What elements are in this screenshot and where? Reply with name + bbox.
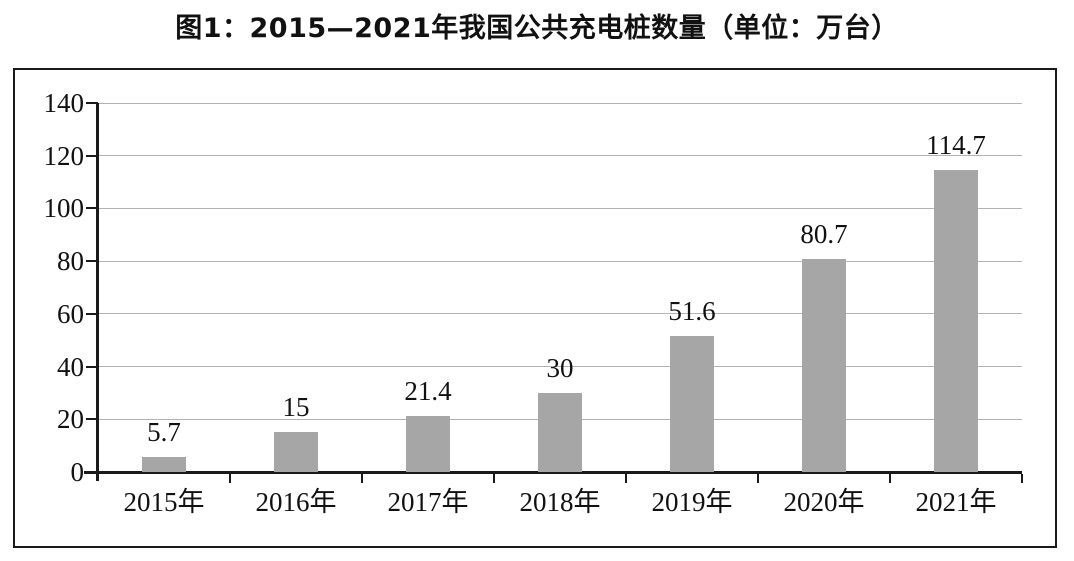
y-tick-label-80: 80 (57, 246, 84, 277)
y-tick-label-20: 20 (57, 404, 84, 435)
x-category-label-2015年: 2015年 (123, 487, 205, 517)
y-tick-label-140: 140 (43, 88, 85, 118)
y-tick-label-120: 120 (43, 140, 85, 171)
y-tick-label-100: 100 (43, 193, 85, 224)
x-axis-tick-6 (889, 473, 891, 483)
y-tick-label-0: 0 (70, 457, 85, 487)
bar-value-label-2020年: 80.7 (800, 219, 848, 250)
gridline-y-40 (98, 366, 1022, 368)
x-axis-tick-3 (493, 473, 495, 483)
x-category-label-2018年: 2018年 (519, 487, 601, 517)
x-axis-line (84, 470, 1022, 474)
x-category-label-2019年: 2019年 (651, 487, 733, 517)
gridline-y-100 (98, 207, 1022, 209)
x-axis-tick-2 (361, 473, 363, 483)
bar-2015年 (142, 456, 186, 472)
gridline-y-140 (98, 102, 1022, 104)
y-tick-label-40: 40 (57, 351, 84, 382)
bar-value-label-2018年: 30 (546, 352, 574, 383)
y-axis-line (96, 103, 99, 481)
y-axis-tick-120 (86, 154, 98, 157)
y-axis-tick-60 (86, 312, 98, 315)
bar-value-label-2019年: 51.6 (668, 295, 716, 326)
y-axis-tick-140 (86, 102, 98, 104)
bar-2017年 (406, 415, 450, 472)
bar-2018年 (538, 392, 582, 472)
gridline-y-60 (98, 313, 1022, 315)
y-axis-tick-20 (86, 418, 98, 421)
x-category-label-2020年: 2020年 (783, 487, 865, 517)
bar-2016年 (274, 432, 318, 472)
x-axis-tick-5 (757, 473, 759, 483)
gridline-y-120 (98, 155, 1022, 157)
y-tick-label-60: 60 (57, 298, 84, 329)
x-axis-tick-4 (625, 473, 627, 483)
bar-value-label-2021年: 114.7 (926, 129, 986, 160)
x-axis-tick-1 (229, 473, 231, 483)
y-axis-tick-100 (86, 207, 98, 210)
bar-value-label-2015年: 5.7 (147, 416, 181, 447)
x-axis-tick-7 (1021, 473, 1023, 483)
bar-2020年 (802, 259, 846, 472)
bar-2019年 (670, 335, 714, 472)
x-category-label-2016年: 2016年 (255, 487, 337, 517)
bar-value-label-2016年: 15 (282, 392, 310, 423)
y-axis-tick-80 (86, 260, 98, 263)
bar-2021年 (934, 169, 978, 472)
gridline-y-80 (98, 260, 1022, 262)
bar-value-label-2017年: 21.4 (404, 375, 452, 406)
x-category-label-2021年: 2021年 (915, 487, 997, 517)
y-axis-tick-40 (86, 365, 98, 368)
chart-border-frame (13, 68, 1057, 548)
x-category-label-2017年: 2017年 (387, 487, 469, 517)
chart-title: 图1：2015—2021年我国公共充电桩数量（单位：万台） (175, 13, 899, 44)
